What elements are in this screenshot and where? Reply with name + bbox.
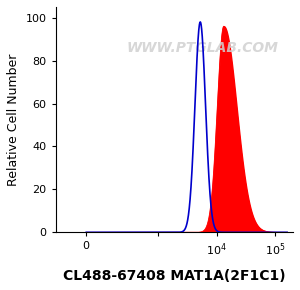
- Text: WWW.PTGLAB.COM: WWW.PTGLAB.COM: [127, 41, 279, 55]
- Y-axis label: Relative Cell Number: Relative Cell Number: [7, 53, 20, 186]
- X-axis label: CL488-67408 MAT1A(2F1C1): CL488-67408 MAT1A(2F1C1): [63, 269, 286, 283]
